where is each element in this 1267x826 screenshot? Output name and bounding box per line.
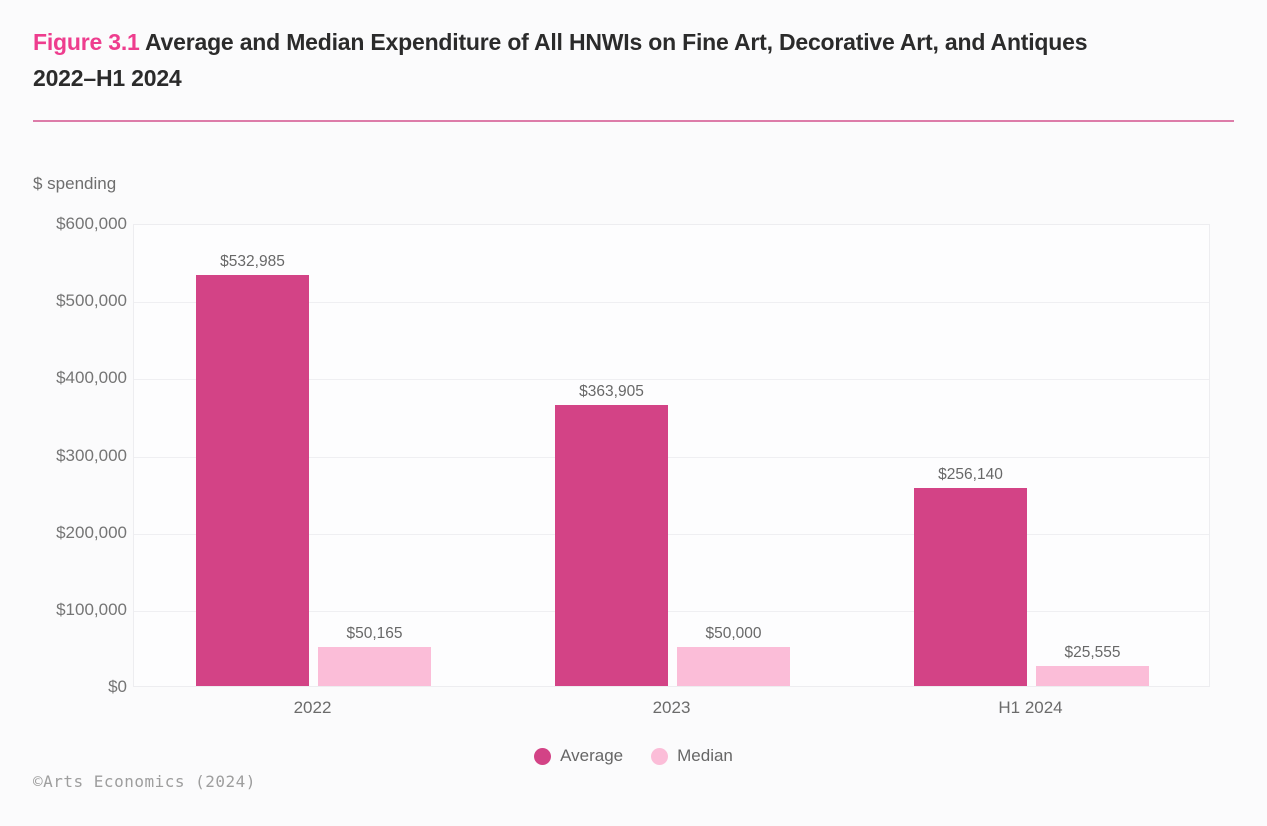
legend-swatch-average [534, 747, 552, 765]
title-divider [33, 120, 1234, 122]
gridline [134, 533, 1209, 535]
figure-number: Figure 3.1 [33, 29, 140, 55]
y-tick-label: $0 [108, 677, 127, 696]
y-axis-title: $ spending [33, 174, 117, 193]
gridline [134, 610, 1209, 612]
plot-area: $532,985 $50,165 $363,905 $50,000 $256,140 $2… [133, 224, 1210, 687]
figure-title: Figure 3.1 Average and Median Expenditur… [33, 24, 1243, 96]
bar-average-2022 [196, 274, 309, 686]
legend-item-average: Average [534, 746, 623, 766]
bar-value-label: $363,905 [579, 383, 644, 401]
bar-value-label: $25,555 [1064, 644, 1121, 662]
y-tick-label: $600,000 [56, 214, 127, 233]
legend-label: Average [560, 746, 624, 765]
bar-average-h1-2024 [914, 488, 1027, 686]
bar-value-label: $256,140 [938, 466, 1003, 484]
legend-swatch-median [651, 747, 669, 765]
gridline [134, 456, 1209, 458]
legend-label: Median [677, 746, 733, 765]
x-tick-label-2022: 2022 [293, 698, 332, 717]
bar-median-h1-2024 [1036, 666, 1149, 686]
legend-item-median: Median [651, 746, 733, 766]
figure-title-text: Average and Median Expenditure of All HN… [145, 29, 1088, 55]
gridline [134, 379, 1209, 381]
y-tick-label: $500,000 [56, 291, 127, 311]
y-tick-label: $400,000 [56, 368, 127, 388]
chart-legend: Average Median [0, 746, 1267, 766]
bar-value-label: $50,165 [346, 625, 403, 643]
figure-title-line2: 2022–H1 2024 [33, 65, 182, 91]
bar-average-2023 [555, 405, 668, 686]
y-tick-label: $200,000 [56, 522, 127, 542]
y-tick-label: $100,000 [56, 599, 127, 619]
bar-median-2022 [318, 647, 431, 686]
x-tick-label-2023: 2023 [652, 698, 691, 717]
copyright-credit: ©Arts Economics (2024) [33, 772, 256, 791]
bar-value-label: $532,985 [220, 252, 285, 270]
y-tick-label: $300,000 [56, 445, 127, 465]
bar-value-label: $50,000 [705, 625, 762, 643]
bar-median-2023 [677, 647, 790, 686]
figure-title-line1: Figure 3.1 Average and Median Expenditur… [33, 29, 1088, 55]
x-tick-label-h1-2024: H1 2024 [998, 698, 1063, 717]
gridline [134, 302, 1209, 304]
